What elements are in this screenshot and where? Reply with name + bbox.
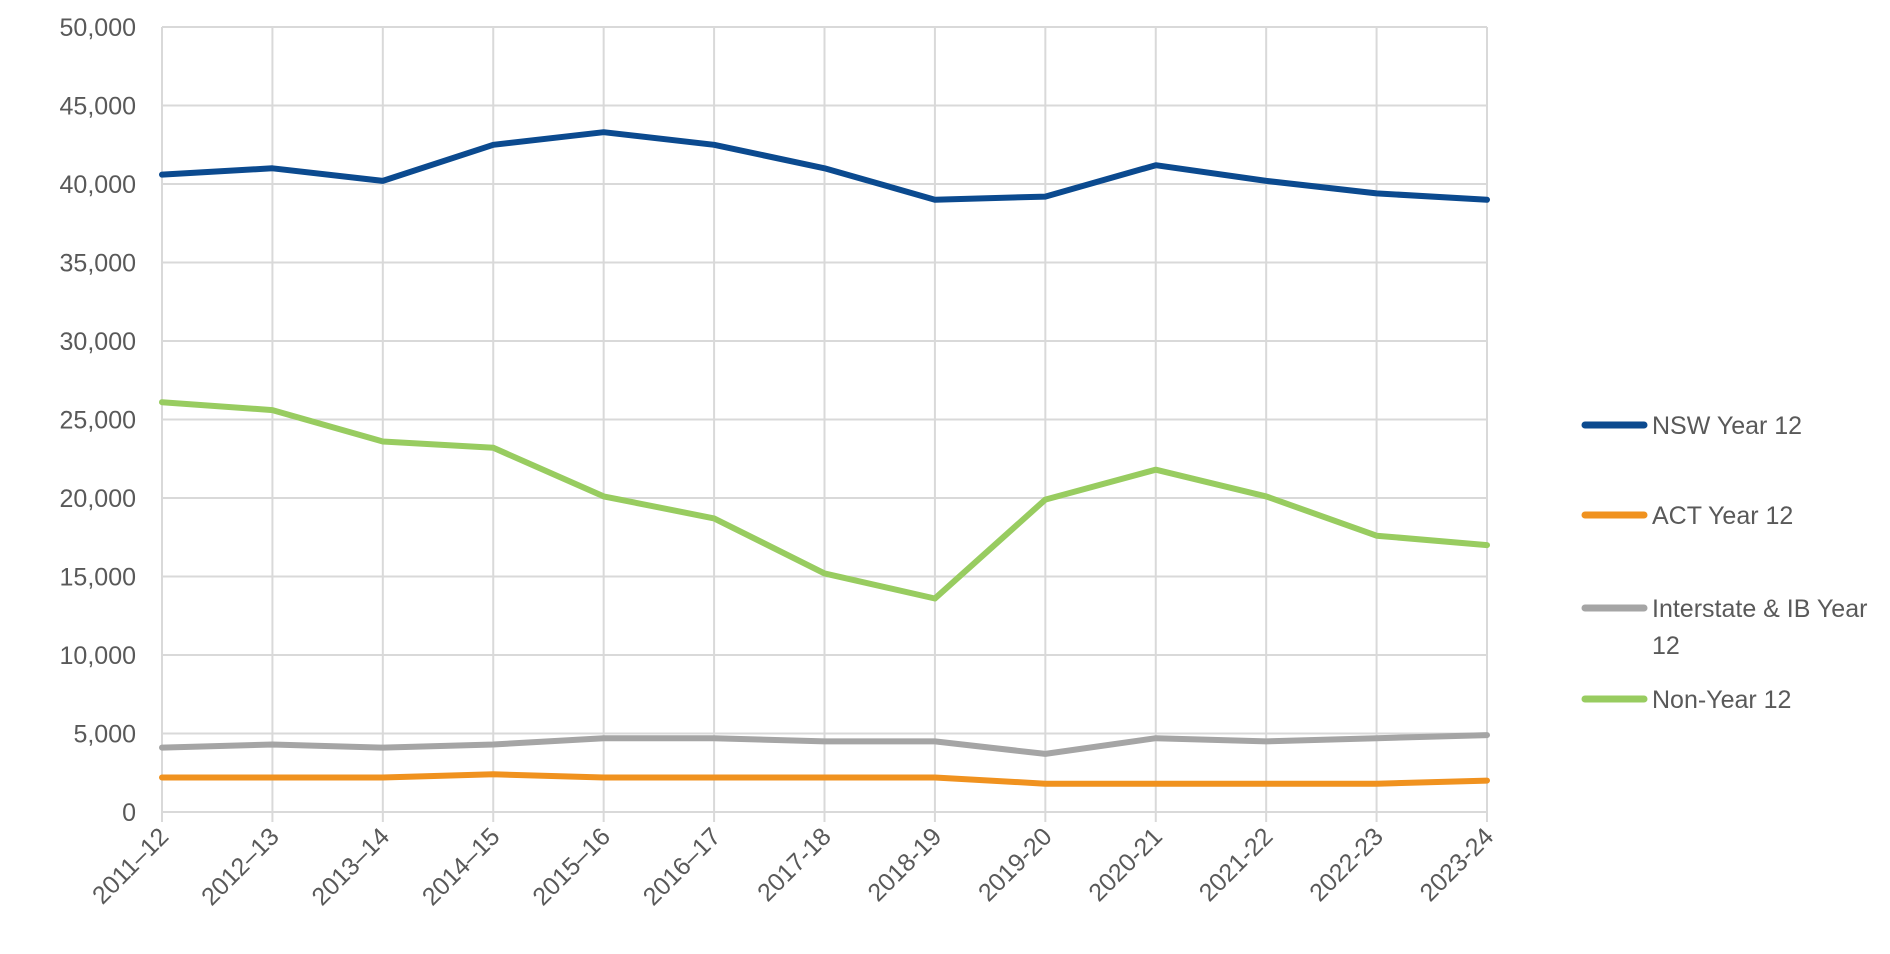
series-line-act-year-12 [159,771,1490,787]
legend-label: ACT Year 12 [1652,502,1793,530]
x-tick-label: 2022-23 [1304,822,1389,907]
y-tick-label: 0 [122,799,136,827]
x-axis-tick-labels: 2011–12 2012–13 2013–14 2014–15 2015–16 2016–… [87,822,1499,911]
legend: NSW Year 12 ACT Year 12 Interstate & IB Ye… [1581,412,1867,714]
y-tick-label: 30,000 [60,328,136,356]
x-tick-label: 2021-22 [1194,822,1279,907]
series-line-interstate-ib-year-12 [159,732,1490,757]
x-tick-label: 2014–15 [417,822,506,911]
y-tick-label: 20,000 [60,485,136,513]
series-lines [159,129,1490,787]
x-tick-label: 2013–14 [306,822,395,911]
x-tick-label: 2020-21 [1083,822,1168,907]
legend-label: Interstate & IB Year [1652,595,1867,623]
y-tick-label: 10,000 [60,642,136,670]
series-line-non-year-12 [159,399,1490,602]
y-tick-label: 35,000 [60,250,136,278]
legend-label: 12 [1652,632,1680,660]
series-line-nsw-year-12 [159,129,1490,203]
gridlines [161,26,1488,822]
x-tick-label: 2018-19 [862,822,947,907]
x-tick-label: 2017-18 [752,822,837,907]
x-tick-label: 2015–16 [527,822,616,911]
y-tick-label: 25,000 [60,407,136,435]
x-tick-label: 2016–17 [638,822,727,911]
legend-label: NSW Year 12 [1652,412,1802,440]
y-tick-label: 50,000 [60,14,136,42]
x-tick-label: 2019-20 [973,822,1058,907]
y-tick-label: 15,000 [60,564,136,592]
legend-label: Non-Year 12 [1652,686,1791,714]
y-tick-label: 45,000 [60,93,136,121]
x-tick-label: 2011–12 [87,822,174,909]
y-tick-label: 5,000 [73,721,136,749]
x-tick-label: 2012–13 [196,822,285,911]
y-tick-label: 40,000 [60,171,136,199]
y-axis-tick-labels: 0 5,000 10,000 15,000 20,000 25,000 30,000 35,0… [60,14,136,827]
x-tick-label: 2023-24 [1415,822,1500,907]
